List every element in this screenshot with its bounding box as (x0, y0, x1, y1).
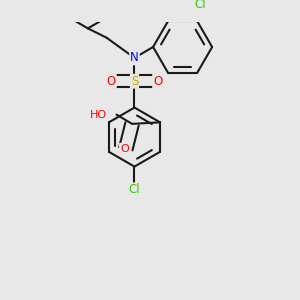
Text: N: N (130, 51, 139, 64)
Text: Cl: Cl (129, 183, 140, 196)
Text: O: O (120, 144, 129, 154)
Text: HO: HO (90, 110, 107, 120)
Text: O: O (106, 75, 116, 88)
Text: O: O (153, 75, 162, 88)
Text: S: S (131, 75, 138, 88)
Text: Cl: Cl (195, 0, 206, 11)
